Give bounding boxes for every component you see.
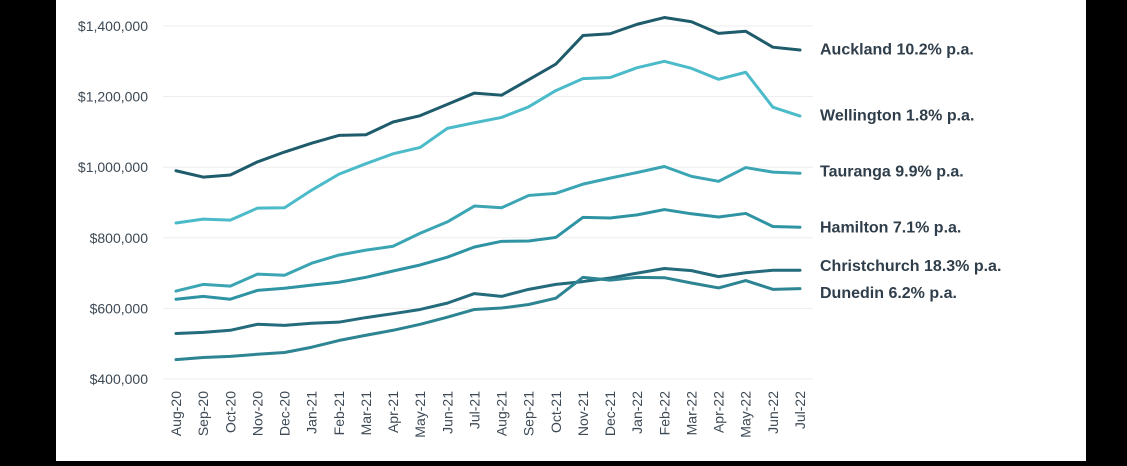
- left-black-bar: [0, 0, 56, 466]
- x-axis-tick-label: Sep-21: [521, 391, 537, 436]
- x-axis-tick-label: Oct-21: [548, 391, 564, 433]
- x-axis-tick-label: May-22: [738, 391, 754, 438]
- x-axis-tick-label: Feb-22: [656, 391, 672, 436]
- x-axis-tick-label: May-21: [412, 391, 428, 438]
- series-line-wellington: [174, 59, 802, 225]
- x-axis-tick-label: Oct-20: [222, 391, 238, 433]
- x-axis-tick-label: Feb-21: [331, 391, 347, 436]
- x-axis-tick-label: Sep-20: [195, 391, 211, 436]
- x-axis-tick-label: Apr-22: [711, 391, 727, 433]
- y-axis-tick-label: $1,200,000: [78, 89, 148, 105]
- x-axis-tick-label: Jan-21: [304, 391, 320, 434]
- series-label-tauranga: Tauranga 9.9% p.a.: [820, 164, 964, 181]
- x-axis-tick-label: Aug-20: [168, 391, 184, 436]
- x-axis-tick-label: Jan-22: [629, 391, 645, 434]
- series-label-hamilton: Hamilton 7.1% p.a.: [820, 220, 961, 237]
- bottom-black-bar: [0, 461, 1127, 466]
- series-line-auckland: [174, 16, 802, 179]
- series-label-christchurch: Christchurch 18.3% p.a.: [820, 258, 1001, 275]
- y-axis-tick-label: $1,000,000: [78, 159, 148, 175]
- x-axis-tick-label: Jun-21: [439, 391, 455, 434]
- x-axis-tick-label: Jul-22: [792, 391, 808, 429]
- series-label-auckland: Auckland 10.2% p.a.: [820, 42, 974, 59]
- x-axis-tick-label: Mar-21: [358, 391, 374, 436]
- series-line-hamilton: [174, 208, 802, 301]
- series-line-tauranga: [174, 164, 802, 293]
- series-line-dunedin: [174, 275, 802, 362]
- y-axis-tick-label: $600,000: [90, 300, 149, 316]
- series-line-christchurch: [174, 267, 802, 335]
- x-axis-tick-label: Nov-21: [575, 391, 591, 436]
- x-axis-tick-label: Jul-21: [466, 391, 482, 429]
- y-axis-tick-label: $800,000: [90, 230, 149, 246]
- x-axis-tick-label: Apr-21: [385, 391, 401, 433]
- x-axis-tick-label: Mar-22: [683, 391, 699, 436]
- y-axis-tick-label: $1,400,000: [78, 18, 148, 34]
- y-axis-tick-label: $400,000: [90, 371, 149, 387]
- x-axis-tick-label: Jun-22: [765, 391, 781, 434]
- x-axis-tick-label: Dec-21: [602, 391, 618, 436]
- series-label-wellington: Wellington 1.8% p.a.: [820, 108, 974, 125]
- x-axis-tick-label: Aug-21: [494, 391, 510, 436]
- right-black-bar: [1086, 0, 1127, 466]
- x-axis-tick-label: Dec-20: [277, 391, 293, 436]
- x-axis-tick-label: Nov-20: [249, 391, 265, 436]
- series-label-dunedin: Dunedin 6.2% p.a.: [820, 285, 957, 302]
